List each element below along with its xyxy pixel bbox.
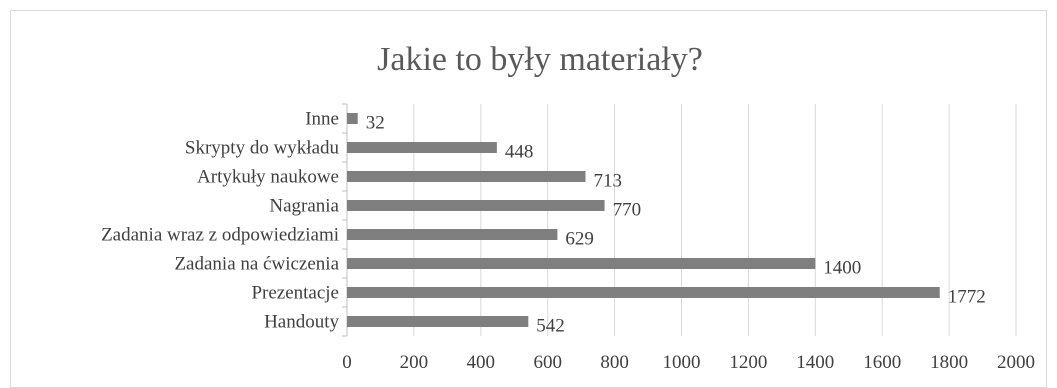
labels: 0 200 400 600 800 1000 1200 1400 1600 1800 2000 Han… bbox=[101, 109, 1035, 374]
bar bbox=[347, 258, 816, 269]
bar bbox=[347, 171, 586, 182]
x-tick-label: 800 bbox=[600, 352, 629, 373]
category-label: Zadania na ćwiczenia bbox=[174, 254, 339, 275]
bar bbox=[347, 200, 605, 211]
x-tick-label: 1800 bbox=[930, 352, 968, 373]
x-tick-label: 200 bbox=[400, 352, 429, 373]
data-label: 1772 bbox=[948, 287, 986, 308]
category-label: Zadania wraz z odpowiedziami bbox=[101, 225, 339, 246]
data-label: 770 bbox=[613, 200, 642, 221]
x-tick-label: 1600 bbox=[863, 352, 901, 373]
category-axis bbox=[342, 103, 348, 337]
bar bbox=[347, 142, 497, 153]
category-label: Artykuły naukowe bbox=[197, 167, 339, 188]
data-label: 32 bbox=[366, 113, 385, 134]
gridlines bbox=[413, 104, 1017, 336]
chart-title: Jakie to były materiały? bbox=[377, 41, 703, 78]
x-tick-label: 600 bbox=[533, 352, 562, 373]
data-label: 1400 bbox=[823, 258, 861, 279]
data-label: 629 bbox=[565, 229, 594, 250]
bar bbox=[347, 316, 529, 327]
category-label: Nagrania bbox=[269, 196, 339, 217]
category-label: Skrypty do wykładu bbox=[185, 138, 340, 159]
x-tick-label: 0 bbox=[342, 352, 352, 373]
x-tick-label: 2000 bbox=[997, 352, 1035, 373]
x-tick-label: 1000 bbox=[663, 352, 701, 373]
chart-area bbox=[10, 10, 1047, 388]
bars bbox=[347, 113, 940, 327]
data-label: 448 bbox=[505, 142, 533, 163]
category-label: Inne bbox=[305, 109, 339, 130]
x-tick-label: 400 bbox=[467, 352, 496, 373]
category-label: Handouty bbox=[264, 312, 339, 333]
data-label: 542 bbox=[536, 316, 565, 337]
bar bbox=[347, 113, 358, 124]
bar bbox=[347, 229, 558, 240]
x-tick-label: 1200 bbox=[729, 352, 767, 373]
x-tick-label: 1400 bbox=[796, 352, 834, 373]
category-label: Prezentacje bbox=[251, 283, 339, 304]
data-label: 713 bbox=[593, 171, 622, 192]
bar bbox=[347, 287, 940, 298]
